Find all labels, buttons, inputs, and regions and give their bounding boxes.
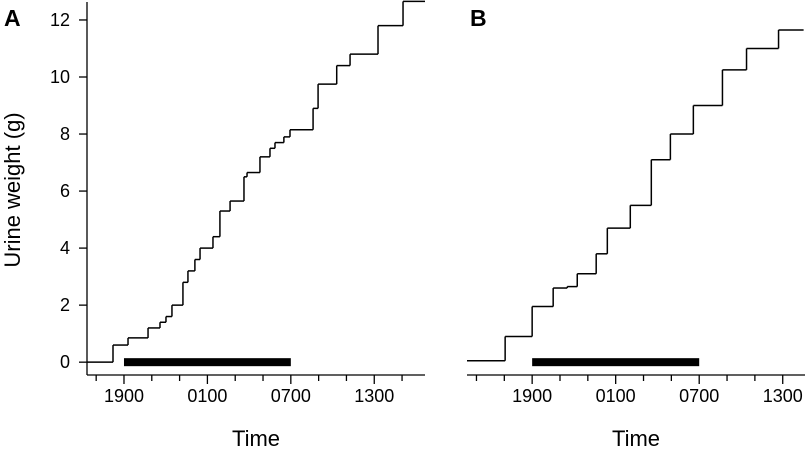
x-tick-label: 0100 bbox=[187, 386, 227, 406]
y-tick-label: 8 bbox=[60, 124, 70, 144]
y-tick-label: 4 bbox=[60, 238, 70, 258]
dark-period-bar bbox=[123, 358, 291, 367]
x-tick-label: 1900 bbox=[512, 386, 552, 406]
x-tick-label: 0100 bbox=[596, 386, 636, 406]
y-tick-label: 12 bbox=[50, 10, 70, 30]
y-tick-label: 0 bbox=[60, 352, 70, 372]
y-tick-label: 6 bbox=[60, 181, 70, 201]
x-tick-label: 0700 bbox=[271, 386, 311, 406]
x-tick-label: 0700 bbox=[679, 386, 719, 406]
x-axis-label: Time bbox=[612, 426, 660, 450]
y-tick-label: 2 bbox=[60, 295, 70, 315]
x-tick-label: 1300 bbox=[354, 386, 394, 406]
dark-period-bar bbox=[532, 358, 700, 367]
y-axis-label: Urine weight (g) bbox=[0, 112, 25, 267]
y-tick-label: 10 bbox=[50, 67, 70, 87]
panel-label: B bbox=[470, 5, 487, 31]
panel-label: A bbox=[4, 5, 21, 31]
x-tick-label: 1900 bbox=[104, 386, 144, 406]
x-axis-label: Time bbox=[232, 426, 280, 450]
x-tick-label: 1300 bbox=[763, 386, 803, 406]
